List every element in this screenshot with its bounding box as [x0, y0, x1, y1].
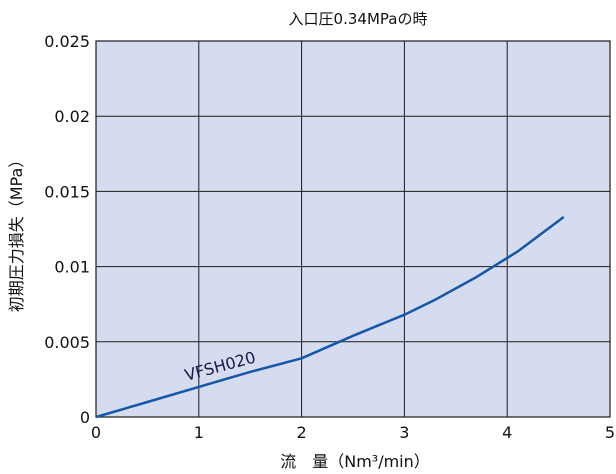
chart-title: 入口圧0.34MPaの時 — [289, 10, 428, 28]
y-tick-label: 0.005 — [44, 333, 90, 352]
y-axis-label: 初期圧力損失（MPa） — [7, 152, 26, 313]
y-tick-label: 0 — [80, 408, 90, 427]
x-tick-label: 1 — [194, 423, 204, 442]
x-tick-label: 5 — [605, 423, 615, 442]
plot-area — [95, 40, 611, 418]
y-tick-label: 0.015 — [44, 182, 90, 201]
x-tick-label: 4 — [502, 423, 512, 442]
y-tick-label: 0.02 — [54, 107, 90, 126]
x-axis-label: 流 量（Nm³/min） — [280, 452, 430, 471]
y-axis-ticks: 0 0.005 0.01 0.015 0.02 0.025 — [44, 32, 90, 427]
x-tick-label: 3 — [399, 423, 409, 442]
y-tick-label: 0.025 — [44, 32, 90, 51]
y-tick-label: 0.01 — [54, 258, 90, 277]
series-line — [95, 215, 565, 419]
x-tick-label: 0 — [91, 423, 101, 442]
grid — [96, 41, 610, 417]
x-axis-ticks: 0 1 2 3 4 5 — [91, 423, 615, 442]
x-tick-label: 2 — [297, 423, 307, 442]
